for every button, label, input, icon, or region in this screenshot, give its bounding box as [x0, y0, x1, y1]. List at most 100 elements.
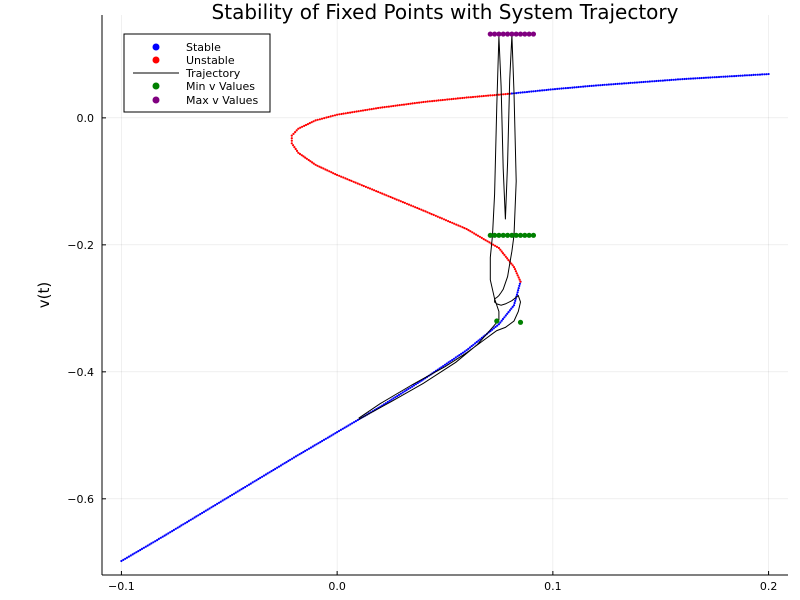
- point-unstable: [390, 105, 393, 108]
- point-stable: [341, 427, 344, 430]
- point-stable: [659, 79, 662, 82]
- point-stable: [167, 532, 170, 535]
- point-stable: [247, 483, 251, 486]
- point-stable: [157, 537, 160, 541]
- point-unstable: [444, 219, 448, 222]
- point-unstable: [327, 115, 330, 119]
- point-stable: [259, 476, 262, 479]
- point-stable: [208, 507, 211, 510]
- point-unstable: [491, 94, 494, 97]
- point-stable: [409, 386, 412, 389]
- point-stable: [517, 91, 520, 94]
- point-unstable: [325, 116, 328, 119]
- point-unstable: [455, 223, 458, 226]
- point-unstable: [320, 117, 324, 120]
- point-unstable: [478, 95, 481, 98]
- point-unstable: [354, 181, 357, 184]
- point-unstable: [416, 206, 419, 210]
- point-unstable: [478, 235, 481, 238]
- point-stable: [214, 504, 217, 507]
- point-stable: [702, 76, 706, 79]
- point-unstable: [465, 227, 468, 231]
- point-unstable: [385, 105, 388, 108]
- point-stable: [534, 90, 537, 93]
- point-unstable: [476, 95, 479, 98]
- point-unstable: [342, 112, 345, 115]
- point-unstable: [294, 147, 297, 151]
- point-stable: [597, 84, 600, 87]
- point-stable: [743, 74, 747, 77]
- x-tick-label: 0.1: [544, 580, 562, 593]
- point-unstable: [422, 100, 425, 104]
- legend-marker-min: [152, 82, 160, 90]
- point-unstable: [399, 200, 402, 203]
- point-stable: [156, 539, 159, 542]
- point-stable: [479, 338, 482, 341]
- point-unstable: [517, 276, 520, 279]
- point-stable: [681, 78, 684, 81]
- point-stable: [603, 83, 606, 86]
- point-stable: [724, 75, 727, 78]
- point-stable: [451, 358, 454, 362]
- point-unstable: [426, 211, 429, 214]
- point-stable: [726, 75, 729, 78]
- point-unstable: [454, 97, 457, 100]
- x-tick-label: 0.0: [328, 580, 346, 593]
- point-stable: [623, 82, 626, 85]
- point-unstable: [431, 100, 434, 103]
- point-unstable: [320, 166, 323, 169]
- point-unstable: [412, 205, 415, 208]
- point-stable: [460, 352, 463, 355]
- point-stable: [763, 73, 766, 76]
- point-unstable: [301, 125, 304, 128]
- point-unstable: [418, 207, 421, 210]
- point-stable: [500, 319, 503, 322]
- point-stable: [231, 493, 234, 496]
- point-stable: [685, 77, 688, 80]
- point-stable: [528, 90, 531, 93]
- point-stable: [171, 530, 174, 533]
- legend-label-max: Max v Values: [186, 94, 258, 107]
- point-stable: [715, 76, 718, 79]
- point-stable: [761, 73, 764, 76]
- point-stable: [745, 74, 749, 77]
- point-stable: [268, 471, 271, 474]
- point-unstable: [300, 154, 303, 157]
- point-stable: [558, 87, 561, 90]
- point-stable: [403, 390, 406, 393]
- point-unstable: [449, 220, 452, 224]
- y-tick-label: −0.2: [67, 239, 94, 252]
- point-stable: [472, 343, 475, 346]
- point-stable: [307, 447, 311, 450]
- point-unstable: [447, 220, 450, 223]
- point-stable: [349, 423, 352, 426]
- point-min-v-values: [496, 232, 502, 238]
- point-stable: [392, 397, 395, 400]
- point-unstable: [340, 112, 343, 116]
- point-unstable: [309, 160, 312, 163]
- point-max-v-values: [513, 31, 519, 37]
- point-unstable: [344, 177, 347, 180]
- point-unstable: [446, 98, 449, 101]
- point-unstable: [350, 179, 353, 182]
- point-stable: [465, 349, 468, 352]
- point-stable: [412, 384, 416, 387]
- point-unstable: [506, 92, 509, 95]
- point-stable: [169, 531, 172, 534]
- point-stable: [663, 79, 667, 82]
- point-unstable: [480, 236, 483, 239]
- point-unstable: [510, 262, 513, 265]
- point-unstable: [366, 186, 370, 189]
- point-unstable: [484, 239, 487, 242]
- point-unstable: [502, 93, 505, 96]
- point-unstable: [461, 96, 464, 100]
- point-unstable: [299, 126, 302, 129]
- point-stable: [635, 81, 639, 84]
- point-stable: [319, 441, 322, 444]
- point-stable: [499, 321, 502, 324]
- point-unstable: [312, 162, 315, 165]
- point-stable: [494, 325, 497, 328]
- point-stable: [322, 438, 326, 441]
- point-stable: [197, 514, 200, 517]
- point-stable: [285, 461, 288, 464]
